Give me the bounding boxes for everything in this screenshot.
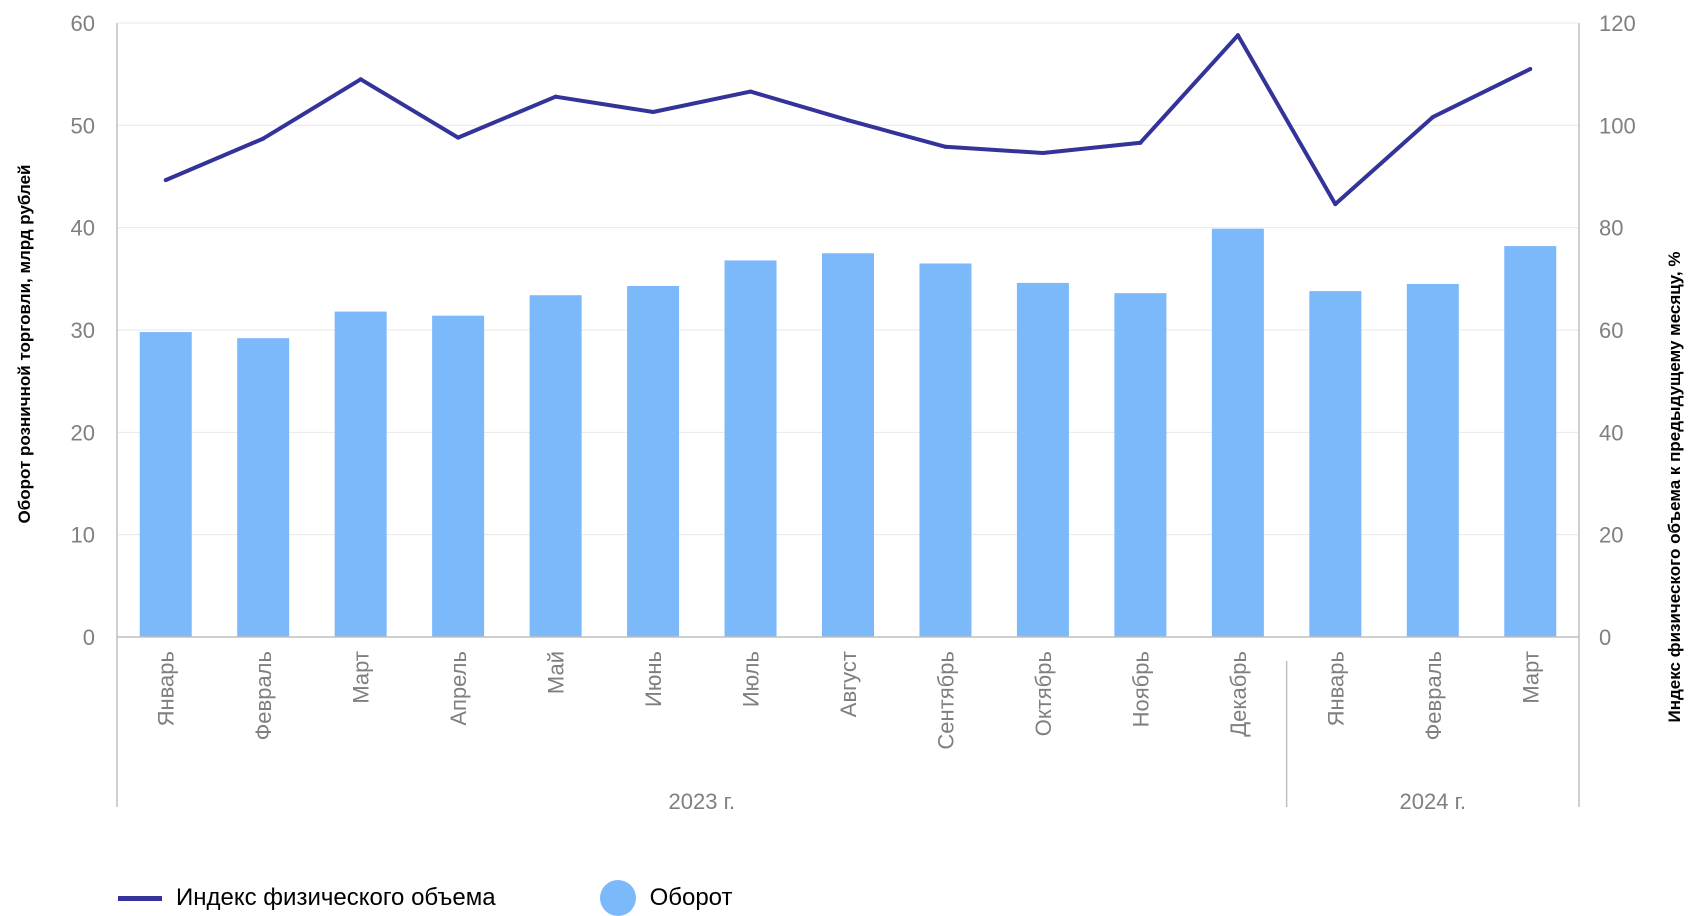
bar (1114, 293, 1167, 637)
bar (1211, 228, 1264, 637)
bar (529, 295, 582, 637)
bar (1406, 283, 1459, 637)
category-label: Август (836, 651, 861, 717)
line-point (748, 89, 753, 94)
category-label: Декабрь (1226, 651, 1251, 737)
legend: Индекс физического объема Оборот (118, 880, 732, 916)
legend-line-swatch (118, 895, 162, 901)
category-label: Март (349, 651, 374, 704)
category-label: Июнь (641, 651, 666, 707)
category-label: Февраль (1421, 651, 1446, 740)
legend-line-label: Индекс физического объема (176, 884, 496, 911)
legend-item-line: Индекс физического объема (118, 884, 496, 912)
category-labels: Январь Февраль Март Апрель Май Июнь Июль Август… (154, 651, 1544, 750)
category-label: Январь (1323, 651, 1348, 726)
right-tick-label: 40 (1599, 420, 1623, 445)
left-tick-label: 40 (71, 216, 95, 241)
axes (116, 23, 1580, 638)
line-point (261, 136, 266, 141)
left-tick-label: 60 (71, 11, 95, 36)
category-label: Сентябрь (933, 651, 958, 750)
category-label: Январь (154, 651, 179, 726)
bar (627, 285, 680, 637)
right-tick-label: 120 (1599, 11, 1636, 36)
line-series (163, 33, 1533, 207)
line-point (651, 110, 656, 115)
line-point (553, 94, 558, 99)
category-label: Ноябрь (1128, 651, 1153, 727)
line-point (1430, 115, 1435, 120)
right-tick-label: 20 (1599, 523, 1623, 548)
right-tick-label: 0 (1599, 625, 1611, 650)
line-point (1528, 67, 1533, 72)
left-tick-label: 0 (83, 625, 95, 650)
bar (1504, 246, 1557, 637)
line-point (943, 144, 948, 149)
left-tick-label: 10 (71, 523, 95, 548)
bar (724, 260, 777, 637)
line-point (456, 135, 461, 140)
category-label: Июль (739, 651, 764, 707)
left-axis-ticks: 0 10 20 30 40 50 60 (71, 11, 95, 650)
line-point (1235, 33, 1240, 38)
category-label: Октябрь (1031, 651, 1056, 736)
left-tick-label: 30 (71, 318, 95, 343)
line-point (846, 118, 850, 123)
right-tick-label: 60 (1599, 318, 1623, 343)
line-point (1138, 140, 1143, 145)
line-point (358, 77, 363, 82)
line-point (163, 178, 168, 183)
bar (432, 315, 485, 637)
legend-item-bar: Оборот (599, 880, 733, 916)
bar (822, 253, 874, 637)
category-label: Февраль (251, 651, 276, 740)
left-axis-title: Оборот розничной торговли, млрд рублей (15, 165, 34, 524)
category-label: Март (1518, 651, 1543, 704)
category-label: Апрель (446, 651, 471, 726)
right-tick-label: 80 (1599, 216, 1623, 241)
left-tick-label: 20 (71, 420, 95, 445)
bar (1309, 291, 1362, 637)
bar (139, 332, 192, 637)
bar (1016, 282, 1069, 637)
line-point (1040, 150, 1045, 155)
bar-series (139, 228, 1557, 637)
left-tick-label: 50 (71, 113, 95, 138)
right-tick-label: 100 (1599, 113, 1636, 138)
right-axis-title: Индекс физического объема к предыдущему … (1665, 252, 1684, 723)
category-label: Май (544, 651, 569, 694)
right-axis-ticks: 0 20 40 60 80 100 120 (1599, 11, 1636, 650)
legend-bar-label: Оборот (649, 884, 733, 911)
bar (919, 263, 972, 637)
legend-bar-swatch (599, 880, 636, 916)
year-groups: 2023 г. 2024 г. (116, 637, 1580, 814)
line-point (1333, 202, 1338, 207)
group-label: 2024 г. (1400, 789, 1467, 814)
bar (334, 311, 387, 637)
bar (237, 338, 290, 637)
group-label: 2023 г. (669, 789, 736, 814)
